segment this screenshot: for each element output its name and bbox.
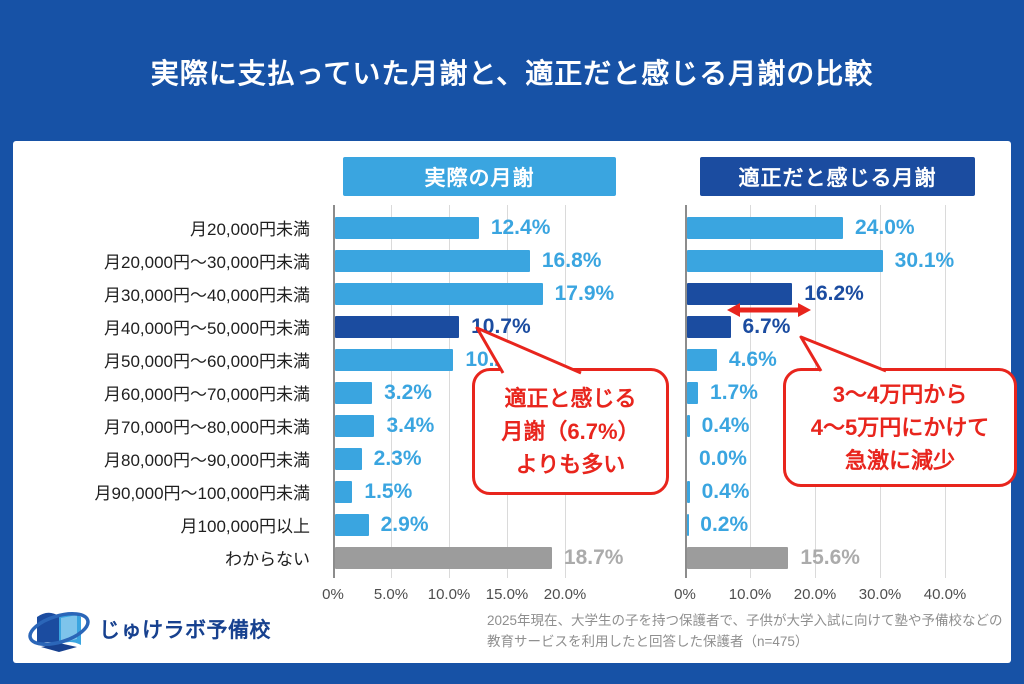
category-label: 月20,000円未満	[190, 220, 310, 239]
value-label: 2.3%	[373, 446, 422, 470]
category-label: 月50,000円〜60,000円未満	[104, 352, 310, 371]
chart-card: 実際の月謝 適正だと感じる月謝 月20,000円未満月20,000円〜30,00…	[13, 141, 1017, 663]
gridline	[449, 205, 450, 578]
category-label: 月80,000円〜90,000円未満	[104, 451, 310, 470]
value-label: 3.4%	[386, 413, 435, 437]
value-label: 0.2%	[700, 512, 749, 536]
bar	[687, 216, 843, 239]
bar	[687, 414, 690, 437]
gridline	[391, 205, 392, 578]
axis-tick-label: 40.0%	[923, 586, 967, 603]
callout-line: 急激に減少	[844, 448, 955, 473]
category-labels: 月20,000円未満月20,000円〜30,000円未満 月30,000円〜40,…	[23, 211, 310, 574]
axis-tick-label: 0%	[322, 586, 344, 603]
axis-tick-label: 30.0%	[858, 586, 902, 603]
callout-pointer-icon	[799, 335, 887, 373]
bar	[335, 315, 460, 338]
footnote-line2: 教育サービスを利用したと回答した保護者（n=475）	[487, 633, 809, 649]
axis-tick-label: 20.0%	[543, 586, 587, 603]
callout-line: よりも多い	[515, 452, 626, 477]
category-label: 月60,000円〜70,000円未満	[104, 385, 310, 404]
bar	[335, 546, 552, 569]
value-label: 3.2%	[384, 380, 432, 404]
y-axis-line	[685, 205, 687, 578]
callout-line: 4〜5万円にかけて	[810, 415, 990, 440]
bar	[687, 348, 717, 371]
category-label: 月90,000円〜100,000円未満	[94, 484, 310, 503]
value-label: 4.6%	[728, 347, 777, 371]
bar	[335, 381, 373, 404]
callout-line: 3〜4万円から	[832, 382, 968, 407]
value-label: 1.5%	[364, 479, 413, 503]
category-label: 月40,000円〜50,000円未満	[104, 319, 310, 338]
value-label: 0.4%	[701, 479, 750, 503]
value-label: 0.0%	[699, 446, 747, 470]
callout-line: 月謝（6.7%）	[501, 419, 640, 444]
category-label: 月20,000円〜30,000円未満	[104, 253, 310, 272]
gridline	[750, 205, 751, 578]
survey-footnote: 2025年現在、大学生の子を持つ保護者で、子供が大学入試に向けて塾や予備校などの…	[487, 611, 1003, 653]
bar	[335, 282, 543, 305]
category-label: 月70,000円〜80,000円未満	[104, 418, 310, 437]
value-label: 12.4%	[490, 215, 551, 239]
callout-line: 適正と感じる	[504, 386, 637, 411]
value-label: 0.4%	[701, 413, 750, 437]
bar	[335, 447, 362, 470]
brand-logo: じゅけラボ予備校	[27, 603, 271, 655]
value-label: 30.1%	[894, 248, 955, 272]
axis-tick-label: 10.0%	[427, 586, 471, 603]
bar	[687, 315, 731, 338]
value-label: 15.6%	[800, 545, 860, 569]
callout-sharp-drop: 3〜4万円から 4〜5万円にかけて 急激に減少	[783, 368, 1017, 487]
value-label: 16.8%	[541, 248, 602, 272]
series-header-actual: 実際の月謝	[343, 157, 616, 196]
axis-tick-label: 0%	[674, 586, 696, 603]
value-label: 16.2%	[804, 281, 864, 305]
category-label: わからない	[225, 550, 310, 569]
decrease-arrow-icon	[727, 303, 811, 317]
bar	[687, 282, 793, 305]
series-header-ideal: 適正だと感じる月謝	[700, 157, 975, 196]
y-axis-line	[333, 205, 335, 578]
value-label: 18.7%	[563, 545, 624, 569]
axis-tick-label: 20.0%	[793, 586, 837, 603]
bar	[687, 513, 689, 536]
bar	[335, 249, 530, 272]
bar	[335, 216, 479, 239]
bar	[687, 546, 789, 569]
footnote-line1: 2025年現在、大学生の子を持つ保護者で、子供が大学入試に向けて塾や予備校などの	[487, 613, 1003, 628]
value-label: 17.9%	[554, 281, 615, 305]
bar	[335, 348, 454, 371]
book-swoosh-icon	[28, 612, 90, 652]
bar	[335, 480, 353, 503]
category-label: 月30,000円〜40,000円未満	[104, 286, 310, 305]
callout-actual-higher: 適正と感じる 月謝（6.7%） よりも多い	[472, 368, 669, 495]
axis-tick-label: 5.0%	[373, 586, 409, 603]
value-label: 2.9%	[380, 512, 429, 536]
value-label: 1.7%	[710, 380, 758, 404]
axis-tick-label: 10.0%	[728, 586, 772, 603]
callout-pointer-icon	[475, 326, 582, 375]
bar	[335, 414, 375, 437]
brand-name: じゅけラボ予備校	[99, 619, 271, 642]
bar	[687, 480, 690, 503]
bar	[687, 381, 699, 404]
value-label: 6.7%	[742, 314, 791, 338]
bar	[687, 249, 883, 272]
bar	[335, 513, 369, 536]
page-title: 実際に支払っていた月謝と、適正だと感じる月謝の比較	[150, 58, 874, 89]
value-label: 24.0%	[855, 215, 915, 239]
axis-tick-label: 15.0%	[485, 586, 529, 603]
category-label: 月100,000円以上	[180, 517, 310, 536]
